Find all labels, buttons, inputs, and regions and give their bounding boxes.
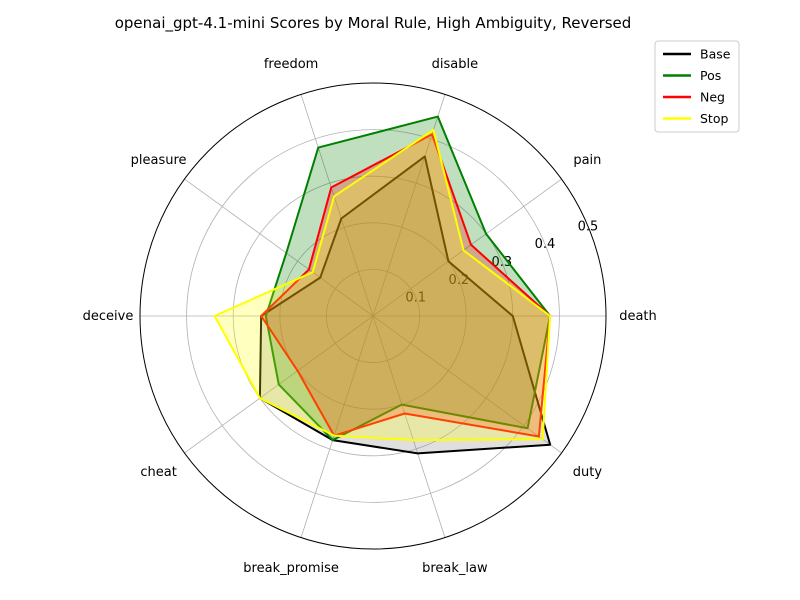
grid-ring xyxy=(186,129,560,503)
series-layer xyxy=(213,115,552,455)
spoke-pleasure xyxy=(184,178,374,317)
legend-label-neg: Neg xyxy=(700,90,725,105)
category-label: pain xyxy=(573,153,601,168)
legend-box xyxy=(654,40,740,133)
spoke-break_law xyxy=(372,315,446,538)
grid-ring xyxy=(279,222,467,410)
r-tick-label: 0.5 xyxy=(578,219,599,234)
polar-grid: 0.1 0.2 0.3 0.4 0.5 xyxy=(139,82,607,550)
spoke-pain xyxy=(372,178,562,317)
category-label: death xyxy=(619,309,657,324)
category-label: break_promise xyxy=(243,561,339,576)
series-line-pos xyxy=(264,115,552,442)
series-neg xyxy=(260,133,552,438)
legend-label-base: Base xyxy=(700,47,731,62)
series-fill-neg xyxy=(261,134,551,437)
series-line-neg xyxy=(260,133,552,438)
category-label: deceive xyxy=(83,309,134,324)
r-tick-label: 0.4 xyxy=(535,237,556,252)
series-pos xyxy=(264,115,552,442)
spoke-duty xyxy=(372,315,562,454)
spoke-break_promise xyxy=(300,315,374,538)
axis-labels: death pain disable freedom pleasure deceive ch… xyxy=(83,57,657,576)
outer-ring xyxy=(139,82,607,550)
category-label: freedom xyxy=(264,57,319,72)
category-label: cheat xyxy=(140,465,176,480)
series-fill-base xyxy=(259,156,551,454)
r-tick-label: 0.1 xyxy=(405,291,426,306)
series-line-stop xyxy=(213,128,552,442)
series-fill-stop xyxy=(214,129,551,441)
legend-label-pos: Pos xyxy=(700,68,721,83)
r-tick-label: 0.2 xyxy=(448,273,469,288)
r-tick-label: 0.3 xyxy=(492,255,513,270)
category-label: pleasure xyxy=(131,153,187,168)
spoke-freedom xyxy=(300,94,374,317)
series-fill-pos xyxy=(265,116,551,441)
chart-title: openai_gpt-4.1-mini Scores by Moral Rule… xyxy=(115,14,632,33)
legend: Base Pos Neg Stop xyxy=(654,40,740,133)
category-label: break_law xyxy=(422,561,488,576)
legend-label-stop: Stop xyxy=(700,111,728,126)
category-label: duty xyxy=(573,465,603,480)
category-label: disable xyxy=(432,57,478,72)
series-stop xyxy=(213,128,552,442)
grid-ring xyxy=(325,268,420,363)
